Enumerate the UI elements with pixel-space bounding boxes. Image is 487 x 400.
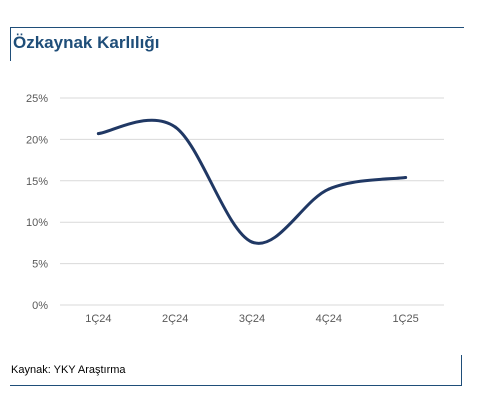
data-point [327, 187, 331, 191]
chart-title: Özkaynak Karlılığı [13, 33, 160, 52]
data-point [96, 132, 100, 136]
frame-top-rule [10, 27, 464, 28]
x-tick-label: 1Ç25 [392, 313, 418, 325]
x-axis-ticks: 1Ç24 2Ç24 3Ç24 4Ç24 1Ç25 [85, 313, 418, 325]
series-line [96, 118, 408, 245]
data-point [173, 125, 177, 129]
data-point [250, 240, 254, 244]
x-tick-label: 3Ç24 [239, 313, 265, 325]
data-point [404, 175, 408, 179]
y-axis-ticks: 0% 5% 10% 15% 20% 25% [26, 93, 48, 312]
chart-frame [10, 27, 464, 386]
gridlines [60, 97, 444, 306]
frame-bottom-rule [10, 385, 462, 386]
frame-right-rule [461, 355, 462, 386]
x-tick-label: 1Ç24 [85, 313, 111, 325]
y-tick-label: 25% [26, 93, 48, 105]
x-tick-label: 4Ç24 [316, 313, 342, 325]
y-tick-label: 0% [32, 300, 48, 312]
y-tick-label: 5% [32, 259, 48, 271]
frame-left-rule [10, 27, 11, 61]
x-tick-label: 2Ç24 [162, 313, 188, 325]
y-tick-label: 20% [26, 134, 48, 146]
series-layer [96, 118, 408, 245]
y-tick-label: 10% [26, 217, 48, 229]
source-note: Kaynak: YKY Araştırma [11, 364, 126, 376]
y-tick-label: 15% [26, 176, 48, 188]
